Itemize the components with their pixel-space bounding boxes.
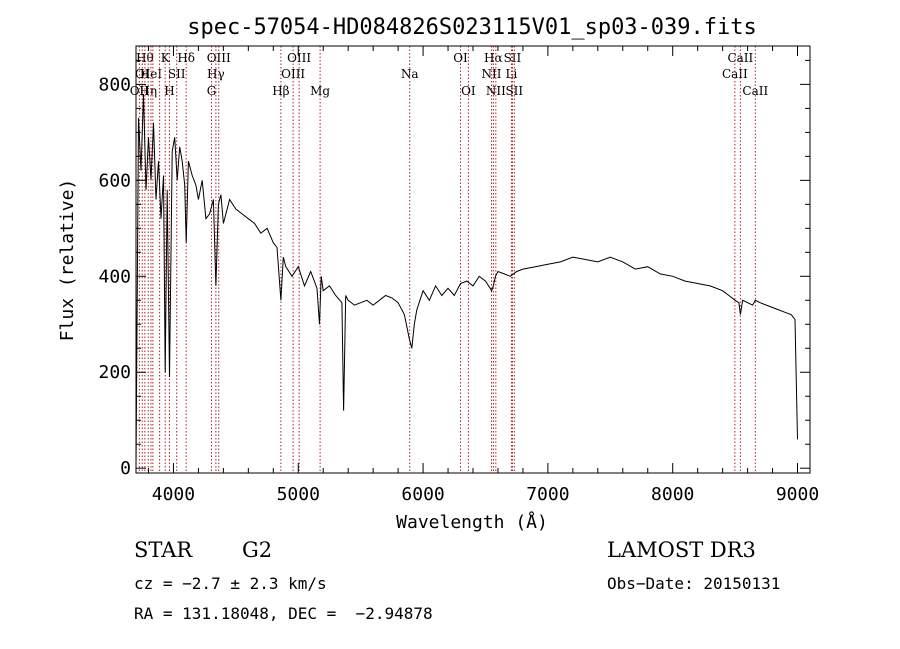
line-label: Hγ bbox=[207, 67, 225, 81]
line-label: Hη bbox=[139, 84, 157, 98]
line-label: SII bbox=[168, 67, 186, 81]
line-label: G bbox=[207, 84, 217, 98]
y-axis-label: Flux (relative) bbox=[57, 179, 78, 342]
x-tick-label: 4000 bbox=[152, 484, 195, 505]
line-label: OIII bbox=[207, 51, 231, 65]
line-label: HeI bbox=[140, 67, 163, 81]
y-tick-label: 600 bbox=[98, 170, 131, 191]
line-label: Mg bbox=[310, 84, 330, 98]
line-label: OI bbox=[453, 51, 468, 65]
line-label: CaII bbox=[742, 84, 768, 98]
line-label: K bbox=[161, 51, 171, 65]
line-label: OIII bbox=[287, 51, 311, 65]
survey-name: LAMOST DR3 bbox=[607, 538, 756, 562]
line-label: Hα bbox=[484, 51, 503, 65]
line-label: CaII bbox=[722, 67, 748, 81]
y-tick-label: 0 bbox=[120, 458, 131, 479]
ra-dec-readout: RA = 131.18048, DEC = −2.94878 bbox=[134, 604, 433, 623]
line-label: Hβ bbox=[272, 84, 289, 98]
object-subclass: G2 bbox=[242, 538, 273, 562]
object-class: STAR bbox=[134, 538, 193, 562]
plot-frame bbox=[135, 45, 811, 474]
chart-title: spec-57054-HD084826S023115V01_sp03-039.f… bbox=[187, 15, 757, 40]
x-tick-label: 5000 bbox=[277, 484, 320, 505]
line-label: OII bbox=[130, 84, 150, 98]
line-label: SII bbox=[504, 51, 522, 65]
line-label: Hδ bbox=[177, 51, 195, 65]
line-label: OIII bbox=[281, 67, 305, 81]
y-tick-label: 400 bbox=[98, 266, 131, 287]
line-label: NII bbox=[486, 84, 506, 98]
line-label: CaII bbox=[727, 51, 753, 65]
line-label: OI bbox=[135, 67, 150, 81]
spectral-line-markers: OII OI Hθ Hη HeI K H SII Hδ G Hγ OIII Hβ OIII OIII Mg Na… bbox=[130, 46, 768, 473]
y-tick-label: 200 bbox=[98, 362, 131, 383]
obs-date: Obs−Date: 20150131 bbox=[607, 574, 781, 593]
y-axis: 0 200 400 600 800 bbox=[98, 59, 810, 479]
x-axis-label: Wavelength (Å) bbox=[396, 511, 548, 533]
flux-series-line bbox=[135, 93, 798, 469]
x-axis: 4000 5000 6000 7000 8000 9000 bbox=[147, 46, 819, 505]
line-label: Na bbox=[401, 67, 419, 81]
line-label: Hθ bbox=[136, 51, 154, 65]
line-label: OI bbox=[461, 84, 476, 98]
x-tick-label: 6000 bbox=[401, 484, 444, 505]
cz-readout: cz = −2.7 ± 2.3 km/s bbox=[134, 574, 327, 593]
line-label: H bbox=[164, 84, 174, 98]
x-tick-label: 8000 bbox=[651, 484, 694, 505]
line-label: NII bbox=[481, 67, 501, 81]
x-tick-label: 7000 bbox=[526, 484, 569, 505]
y-tick-label: 800 bbox=[98, 74, 131, 95]
line-label: Li bbox=[506, 67, 518, 81]
x-tick-label: 9000 bbox=[776, 484, 819, 505]
line-label: SII bbox=[505, 84, 523, 98]
